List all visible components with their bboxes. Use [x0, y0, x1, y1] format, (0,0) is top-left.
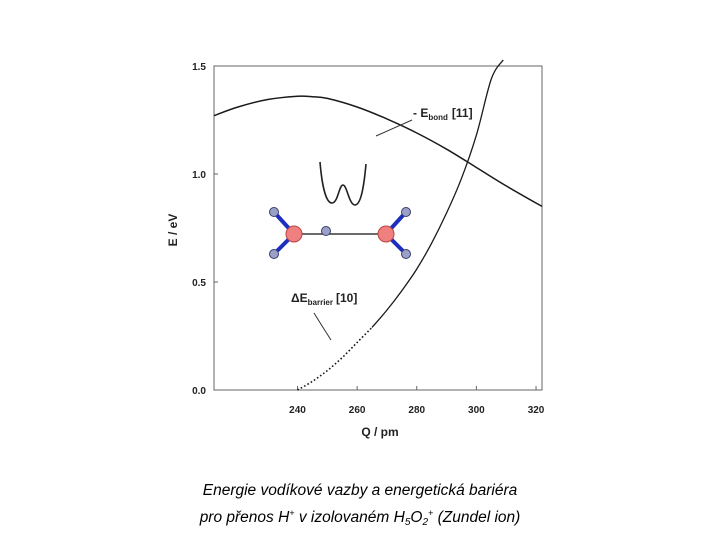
y-tick-label-1.5: 1.5	[192, 62, 206, 73]
series-ebarrier-dotted	[297, 326, 373, 391]
caption-sup-plus-2: +	[428, 508, 434, 518]
tick-labels: 240 260 280 300 320 0.0 0.5 1.0 1.5	[192, 62, 545, 416]
y-axis-label: E / eV	[166, 214, 180, 247]
double-well-sketch	[319, 161, 367, 206]
caption-line-1: Energie vodíkové vazby a energetická bar…	[202, 482, 518, 499]
y-tick-label-1.0: 1.0	[192, 170, 206, 181]
curves	[213, 59, 543, 391]
annotation-ebarrier-sub: barrier	[308, 298, 333, 307]
tick-marks	[214, 65, 537, 391]
caption-sub-two: 2	[422, 517, 429, 528]
caption-part-b: v izolovaném H	[294, 509, 405, 526]
zundel-ion-molecule	[269, 207, 411, 259]
figure-caption: Energie vodíkové vazby a energetická bar…	[0, 480, 720, 534]
x-tick-label-240: 240	[289, 405, 306, 416]
central-proton	[321, 226, 331, 236]
annotation-ebarrier: ΔEbarrier [10]	[291, 291, 357, 341]
svg-text:- Ebond[11]: - Ebond [11]	[413, 106, 473, 122]
y-tick-label-0.0: 0.0	[192, 386, 206, 397]
y-tick-label-0.5: 0.5	[192, 278, 206, 289]
oxygen-atom-left	[285, 225, 303, 243]
hydrogen-atom-right-bottom	[401, 249, 411, 259]
hydrogen-atom-right-top	[401, 207, 411, 217]
hydrogen-atom-left-bottom	[269, 249, 279, 259]
caption-part-c: O	[410, 509, 423, 526]
annotation-ebond: - Ebond [11]	[375, 106, 473, 137]
caption-sub-five: 5	[404, 517, 411, 528]
x-tick-label-300: 300	[468, 405, 485, 416]
series-ebond-line	[213, 95, 543, 208]
annotation-ebarrier-pointer	[313, 312, 332, 341]
x-tick-label-260: 260	[349, 405, 366, 416]
caption-part-a: pro přenos H	[199, 509, 290, 526]
svg-text:ΔEbarrier[10]: ΔEbarrier [10]	[291, 291, 357, 307]
oxygen-atom-right	[377, 225, 395, 243]
annotation-ebond-main: - E	[413, 106, 428, 120]
annotation-ebond-ref: [11]	[452, 106, 473, 120]
x-tick-label-280: 280	[408, 405, 425, 416]
annotation-ebond-sub: bond	[428, 113, 448, 122]
caption-line-2: pro přenos H+ v izolovaném H5O2+ (Zundel…	[0, 502, 720, 534]
annotation-ebarrier-ref: [10]	[336, 291, 357, 305]
chart: 240 260 280 300 320 0.0 0.5 1.0 1.5 Q / pm E / e…	[166, 59, 545, 439]
series-ebarrier-line	[371, 59, 504, 328]
annotation-ebond-pointer	[375, 119, 413, 137]
annotation-ebarrier-main: ΔE	[291, 291, 308, 305]
hydrogen-atom-left-top	[269, 207, 279, 217]
x-axis-label: Q / pm	[361, 425, 398, 439]
x-tick-label-320: 320	[528, 405, 545, 416]
caption-part-d: (Zundel ion)	[433, 509, 521, 526]
plot-frame	[213, 65, 543, 391]
caption-sup-plus-1: +	[289, 508, 295, 518]
